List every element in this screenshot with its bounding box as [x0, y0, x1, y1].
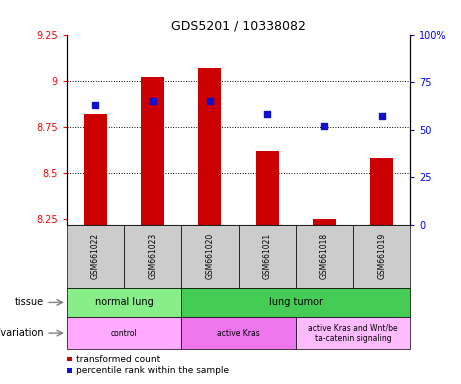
- Text: normal lung: normal lung: [95, 297, 154, 308]
- Bar: [296, 317, 410, 349]
- Bar: [67, 288, 181, 317]
- Text: percentile rank within the sample: percentile rank within the sample: [76, 366, 229, 375]
- Bar: [141, 77, 164, 225]
- Bar: [67, 357, 72, 361]
- Text: control: control: [111, 329, 137, 338]
- Bar: [296, 225, 353, 288]
- Point: [206, 98, 213, 104]
- Bar: [124, 225, 181, 288]
- Text: GSM661021: GSM661021: [263, 233, 272, 280]
- Bar: [256, 151, 278, 225]
- Point: [264, 111, 271, 118]
- Bar: [67, 225, 124, 288]
- Point: [92, 102, 99, 108]
- Point: [321, 123, 328, 129]
- Text: transformed count: transformed count: [76, 354, 160, 364]
- Text: genotype/variation: genotype/variation: [0, 328, 44, 338]
- Bar: [181, 288, 410, 317]
- Bar: [370, 158, 393, 225]
- Bar: [181, 225, 239, 288]
- Bar: [181, 317, 296, 349]
- Text: lung tumor: lung tumor: [269, 297, 323, 308]
- Text: GSM661020: GSM661020: [206, 233, 214, 280]
- Bar: [313, 219, 336, 225]
- Text: GSM661022: GSM661022: [91, 233, 100, 280]
- Text: GSM661018: GSM661018: [320, 233, 329, 280]
- Text: GSM661023: GSM661023: [148, 233, 157, 280]
- Text: GSM661019: GSM661019: [377, 233, 386, 280]
- Text: active Kras: active Kras: [217, 329, 260, 338]
- Bar: [67, 368, 72, 373]
- Bar: [67, 317, 181, 349]
- Text: tissue: tissue: [15, 297, 44, 308]
- Bar: [353, 225, 410, 288]
- Point: [378, 113, 385, 119]
- Bar: [84, 114, 107, 225]
- Bar: [239, 225, 296, 288]
- Point: [149, 98, 156, 104]
- Text: active Kras and Wnt/be
ta-catenin signaling: active Kras and Wnt/be ta-catenin signal…: [308, 323, 398, 343]
- Bar: [199, 68, 221, 225]
- Title: GDS5201 / 10338082: GDS5201 / 10338082: [171, 19, 306, 32]
